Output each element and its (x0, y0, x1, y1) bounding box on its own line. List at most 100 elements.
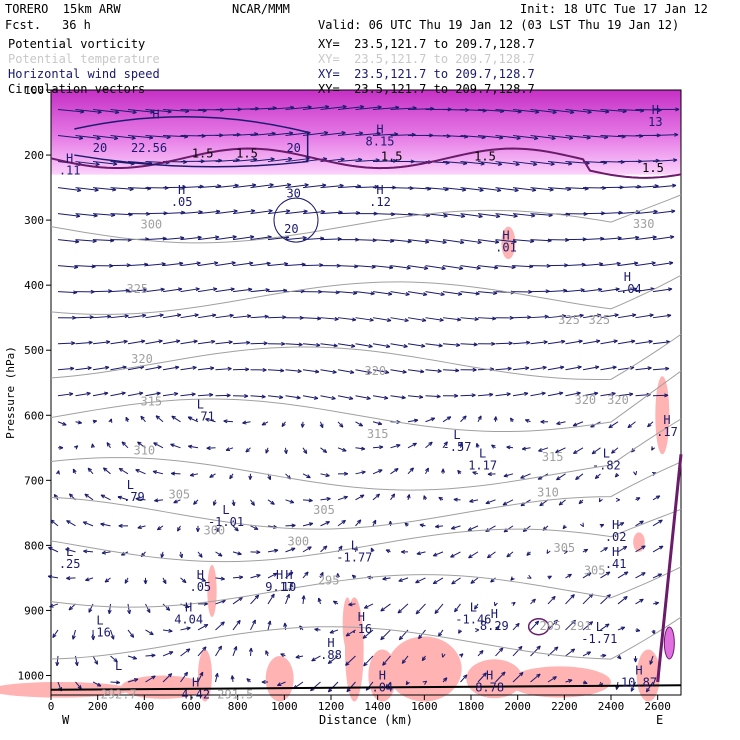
wind-vector (250, 262, 271, 267)
wind-vector (180, 393, 196, 397)
wind-vector (171, 415, 181, 423)
extremum-marker: H (376, 122, 383, 136)
wind-vector (600, 212, 623, 215)
wind-vector (215, 236, 237, 241)
wind-arrowhead (362, 634, 367, 639)
wind-vector (635, 598, 644, 605)
wind-vector (92, 135, 119, 139)
wind-vector (582, 340, 601, 345)
wind-arrowhead (358, 422, 364, 427)
wind-vector (635, 262, 656, 267)
wind-arrowhead (104, 578, 110, 583)
wind-vector (197, 185, 222, 189)
extremum-marker: L (197, 397, 204, 411)
wind-arrowhead (415, 579, 420, 584)
theta-label: 305 (584, 564, 606, 578)
wind-arrowhead (154, 498, 159, 503)
wind-arrowhead (73, 445, 79, 450)
wind-arrowhead (372, 519, 377, 525)
y-tick-label: 600 (24, 409, 44, 422)
wind-arrowhead (629, 392, 634, 397)
wind-vector (437, 629, 444, 637)
wind-arrowhead (86, 391, 91, 396)
legend-xy-pv: XY= 23.5,121.7 to 209.7,128.7 (318, 37, 535, 51)
wind-vector (337, 106, 365, 111)
extremum-value: -.79 (116, 490, 145, 504)
wind-vector (635, 210, 658, 215)
wind-arrowhead (254, 594, 260, 600)
wind-arrowhead (226, 393, 231, 398)
wind-arrowhead (283, 449, 288, 455)
wind-arrowhead (635, 497, 641, 502)
wind-arrowhead (300, 423, 305, 428)
wind-vector (250, 158, 275, 163)
wind-vector (635, 340, 653, 345)
wind-vector (180, 366, 197, 371)
wind-arrowhead (252, 619, 256, 624)
wind-arrowhead (212, 501, 217, 506)
wind-vector (48, 575, 59, 579)
wind-arrowhead (100, 522, 105, 527)
wind-arrowhead (627, 423, 632, 429)
wind-vector (372, 133, 399, 137)
wind-arrowhead (265, 449, 270, 454)
wind-arrowhead (507, 366, 512, 371)
extremum-value: .16 (350, 622, 372, 636)
wind-vector (555, 447, 566, 454)
wind-arrowhead (461, 214, 466, 219)
wind-arrowhead (233, 209, 238, 214)
wind-arrowhead (191, 392, 196, 397)
wind-vector (460, 109, 487, 112)
wind-vector (380, 629, 391, 641)
wind-arrowhead (443, 213, 448, 218)
wind-arrowhead (614, 313, 619, 318)
wind-arrowhead (289, 131, 294, 136)
wind-vector (477, 135, 504, 139)
wind-arrowhead (430, 417, 436, 422)
wind-vector (162, 237, 185, 241)
wind-arrowhead (475, 291, 480, 296)
wind-arrowhead (378, 469, 383, 474)
wind-vector (416, 551, 426, 555)
wind-vector (215, 134, 241, 137)
wind-vector (75, 316, 94, 319)
wind-vector (485, 525, 496, 532)
extremum-marker: H (276, 568, 283, 582)
wind-arrowhead (165, 606, 171, 611)
wind-vector (92, 681, 102, 687)
wind-vector (434, 603, 444, 614)
extremum-marker: H (376, 183, 383, 197)
wind-vector (302, 473, 311, 479)
wind-vector (75, 161, 100, 166)
wind-vector (530, 161, 555, 165)
wind-arrowhead (599, 523, 605, 528)
wind-arrowhead (544, 314, 549, 319)
wind-arrowhead (106, 442, 111, 447)
wind-vector (108, 603, 111, 614)
wind-vector (390, 213, 413, 216)
wind-arrowhead (361, 470, 366, 475)
wind-arrowhead (338, 545, 343, 550)
wind-arrowhead (655, 495, 661, 500)
wind-vector (617, 366, 635, 371)
extremum-value: -1.01 (208, 515, 244, 529)
wind-arrowhead (360, 104, 365, 110)
wind-vector (582, 135, 609, 138)
wind-arrowhead (152, 470, 158, 475)
wind-arrowhead (223, 419, 228, 424)
wind-arrowhead (125, 288, 130, 293)
wind-vector (110, 315, 129, 319)
wind-vector (337, 185, 362, 189)
wind-arrowhead (71, 341, 76, 346)
wind-arrowhead (513, 213, 518, 218)
wind-arrowhead (244, 394, 249, 399)
wind-vector (435, 525, 444, 528)
wind-arrowhead (79, 135, 84, 140)
wind-vector (565, 619, 576, 631)
wind-arrowhead (75, 239, 80, 244)
theta-label: 320 (607, 393, 629, 407)
wind-vector (127, 263, 149, 267)
wind-arrowhead (211, 339, 216, 344)
extremum-marker: H (663, 413, 670, 427)
wind-vector (154, 499, 164, 502)
